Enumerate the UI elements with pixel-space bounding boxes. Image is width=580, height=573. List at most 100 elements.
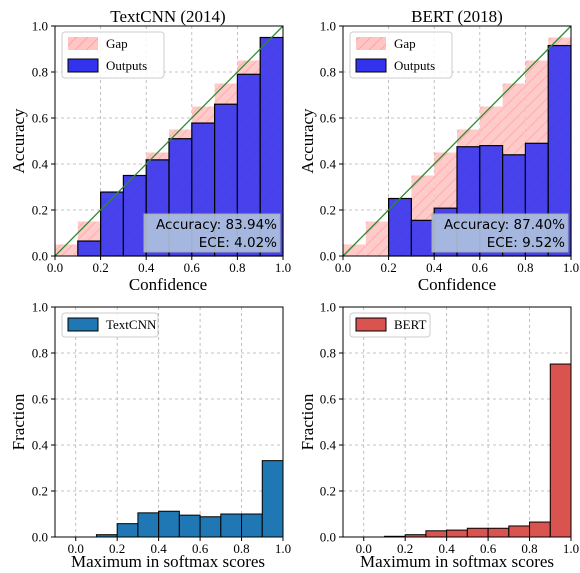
- chart-title: TextCNN (2014): [110, 7, 225, 26]
- x-ticks: 0.0 0.2 0.4 0.6 0.8 1.0: [356, 537, 579, 556]
- legend: BERT: [349, 312, 431, 338]
- x-tick-label: 0.2: [92, 260, 108, 275]
- y-tick-label: 0.2: [320, 203, 336, 218]
- legend-swatch-textcnn: [67, 317, 99, 332]
- x-tick-label: 0.2: [380, 260, 396, 275]
- histogram-bar: [137, 512, 160, 538]
- y-ticks: 0.0 0.2 0.4 0.6 0.8 1.0: [320, 300, 343, 545]
- histogram-bar: [241, 513, 263, 538]
- legend-swatch-outputs: [67, 58, 99, 73]
- x-tick-label: 0.8: [229, 260, 245, 275]
- y-axis-label: Fraction: [9, 393, 28, 450]
- y-tick-label: 0.8: [320, 346, 336, 361]
- x-tick-label: 0.0: [68, 541, 84, 556]
- y-tick-label: 0.6: [320, 392, 337, 407]
- x-axis-label: Confidence: [418, 275, 496, 294]
- output-bar: [99, 191, 124, 257]
- y-tick-label: 0.0: [32, 249, 48, 264]
- y-tick-label: 1.0: [32, 19, 48, 34]
- legend-label-gap: Gap: [394, 36, 416, 51]
- bert-histogram-panel: 0.0 0.2 0.4 0.6 0.8 1.0 0.0 0.2 0.4 0.6 0.8 1.0 Ma…: [298, 300, 579, 572]
- y-tick-label: 0.4: [32, 438, 49, 453]
- y-tick-label: 0.4: [32, 157, 49, 172]
- chart-title: BERT (2018): [411, 7, 503, 26]
- histogram-bar: [466, 527, 489, 538]
- x-ticks: 0.0 0.2 0.4 0.6 0.8 1.0: [47, 256, 291, 275]
- x-tick-label: 1.0: [563, 260, 579, 275]
- x-tick-label: 0.4: [426, 260, 443, 275]
- output-bar: [77, 240, 102, 257]
- x-axis-label: Maximum in softmax scores: [71, 552, 265, 571]
- output-bars: [77, 36, 284, 257]
- accuracy-text: Accuracy: 83.94%: [156, 217, 277, 233]
- x-axis-label: Confidence: [129, 275, 207, 294]
- x-tick-label: 0.2: [109, 541, 125, 556]
- output-bar: [410, 219, 435, 257]
- histogram-bar: [549, 363, 572, 538]
- y-ticks: 0.0 0.2 0.4 0.6 0.8 1.0: [32, 19, 55, 264]
- legend-swatch-gap: [68, 37, 98, 50]
- histogram-bar: [508, 525, 531, 538]
- histogram-bar: [487, 527, 510, 538]
- x-tick-label: 0.6: [472, 260, 489, 275]
- histogram-bar: [199, 516, 222, 538]
- histogram-bar: [158, 510, 180, 538]
- histogram-bar: [446, 529, 468, 538]
- histogram-bar: [178, 514, 201, 538]
- legend: Gap Outputs: [349, 31, 453, 79]
- y-axis-label: Accuracy: [298, 108, 317, 174]
- y-tick-label: 1.0: [320, 300, 336, 315]
- axes-frame: [54, 306, 284, 538]
- histogram-bar: [425, 530, 448, 538]
- x-tick-label: 0.2: [397, 541, 413, 556]
- y-tick-label: 0.4: [320, 157, 337, 172]
- x-axis-label: Maximum in softmax scores: [360, 552, 554, 571]
- bert-calibration-panel: BERT (2018) 0.0 0.2 0.4 0.6 0.8 1.0 0.0 0.2 0.4…: [298, 7, 579, 294]
- legend-label-outputs: Outputs: [106, 58, 147, 73]
- accuracy-text: Accuracy: 87.40%: [444, 217, 565, 233]
- perfect-calibration-line: [342, 25, 572, 257]
- histogram-bar: [529, 521, 551, 538]
- gap-bar: [365, 221, 389, 256]
- y-tick-label: 0.0: [32, 530, 48, 545]
- y-axis-label: Fraction: [298, 393, 317, 450]
- x-tick-label: 0.6: [480, 541, 497, 556]
- axes-frame: [342, 25, 572, 257]
- histogram-bar: [116, 523, 139, 538]
- y-ticks: 0.0 0.2 0.4 0.6 0.8 1.0: [32, 300, 55, 545]
- x-tick-label: 0.8: [233, 541, 249, 556]
- gap-bar: [343, 244, 366, 256]
- x-tick-label: 1.0: [563, 541, 579, 556]
- y-tick-label: 0.2: [32, 203, 48, 218]
- gap-bar: [55, 244, 78, 256]
- legend: TextCNN: [61, 312, 159, 338]
- histogram-bars: [95, 460, 284, 538]
- x-ticks: 0.0 0.2 0.4 0.6 0.8 1.0: [335, 256, 579, 275]
- y-tick-label: 0.8: [320, 65, 336, 80]
- y-axis-label: Accuracy: [9, 108, 28, 174]
- legend-label-outputs: Outputs: [394, 58, 435, 73]
- annotation-box: [143, 213, 281, 253]
- x-tick-label: 0.0: [356, 541, 372, 556]
- x-tick-label: 1.0: [275, 260, 291, 275]
- y-tick-label: 0.2: [32, 484, 48, 499]
- metrics-annotation: Accuracy: 87.40% ECE: 9.52%: [431, 213, 569, 253]
- y-tick-label: 0.2: [320, 484, 336, 499]
- annotation-box: [431, 213, 569, 253]
- x-tick-label: 0.6: [192, 541, 209, 556]
- x-ticks: 0.0 0.2 0.4 0.6 0.8 1.0: [68, 537, 291, 556]
- x-tick-label: 0.8: [517, 260, 533, 275]
- y-tick-label: 0.6: [32, 392, 49, 407]
- y-tick-label: 1.0: [320, 19, 336, 34]
- y-tick-label: 1.0: [32, 300, 48, 315]
- x-tick-label: 0.6: [184, 260, 201, 275]
- y-tick-label: 0.6: [32, 111, 49, 126]
- y-tick-label: 0.0: [320, 530, 336, 545]
- histogram-bar: [261, 460, 284, 538]
- textcnn-calibration-panel: TextCNN (2014) 0.0 0.2 0.4 0.6 0.8 1.0 0.0 0.2…: [9, 7, 291, 294]
- y-tick-label: 0.0: [320, 249, 336, 264]
- axes-frame: [342, 306, 572, 538]
- grid: [343, 307, 571, 537]
- x-tick-label: 0.8: [521, 541, 537, 556]
